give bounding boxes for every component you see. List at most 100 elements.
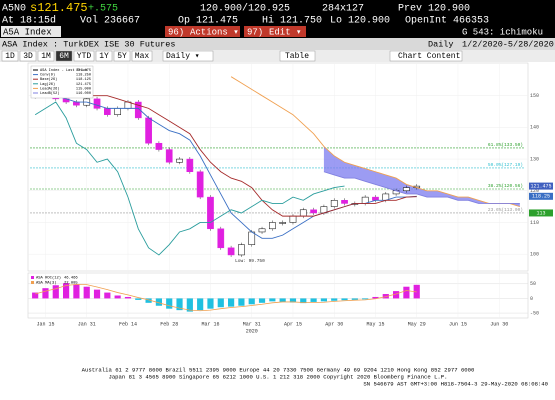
histogram-bar [197,298,204,311]
security-field[interactable] [1,26,61,37]
histogram-bar [289,298,297,303]
fib-label: 38.2%(120.56) [488,183,523,189]
histogram-bar [320,298,327,302]
legend-value: 121.475 [76,69,91,73]
histogram-bar [362,298,369,300]
y-tick-label: 0 [530,296,533,302]
edit-num: 97) [247,27,263,37]
low: Lo 120.900 [330,16,390,27]
candle [279,222,286,224]
security-name: ASA Index : TurkDEX ISE 30 Futures [2,39,175,49]
tab-label: 1D [5,52,15,61]
open: Op 121.475 [178,16,238,27]
chart-content: Chart Content [398,52,460,61]
tab[interactable] [19,50,37,62]
histogram-bar [32,292,39,299]
candle [217,228,225,249]
frequency-dropdown[interactable] [162,50,214,62]
annotation: Low: 99.750 [235,258,265,264]
histogram-bar [114,295,121,299]
prev: Prev 120.900 [398,4,470,15]
footer-line: Japan 81 3 4565 8900 Singapore 65 6212 1… [108,373,447,380]
y-tick-label: 110 [530,220,539,226]
tab[interactable] [131,50,153,62]
candle [299,209,307,217]
histogram-bar [238,298,245,306]
value-box [529,209,553,217]
chart-content-button[interactable] [389,50,463,62]
x-tick-label: Jan 31 [78,321,96,327]
candle [114,108,121,115]
actions-button[interactable] [165,26,240,37]
x-tick-label: May 15 [366,321,384,327]
histogram-bar [331,298,338,301]
histogram-bar [176,298,183,311]
histogram-bar [155,298,162,306]
x-tick-label: Jun 30 [490,321,508,327]
y-tick-label: -50 [530,310,539,316]
histogram-bar [93,289,101,299]
candle [104,108,111,115]
tab[interactable] [55,50,73,62]
tab-label: 6M [59,52,69,61]
legend-label: LeadA(26) [40,86,59,91]
series-line [323,171,520,204]
high: Hi 121.750 [262,15,322,27]
histogram-bar [207,298,214,309]
histogram-bar [382,294,389,299]
x-tick-label: Apr 15 [284,321,302,327]
candle [176,158,183,163]
legend-label: Base(26) [40,77,57,82]
histogram-bar [52,285,59,299]
x-tick-label: May 29 [408,321,426,327]
tab[interactable] [73,50,95,62]
candle [341,200,348,204]
histogram-bar [248,298,255,305]
size: 284x127 [322,4,364,15]
edit-button[interactable] [244,26,306,37]
histogram-bar [83,286,90,299]
y-tick-label: 150 [530,93,539,99]
y-tick-label: 140 [530,125,539,131]
tab[interactable] [1,50,19,62]
histogram-bar [300,298,307,304]
lower-plot-area [27,272,529,319]
candle [73,101,80,106]
actions: Actions ▾ [190,27,239,37]
fib-label: 61.8%(133.50) [488,142,523,148]
x-tick-label: Feb 28 [160,321,178,327]
legend-value: 121.475 [76,83,91,87]
candle [403,187,410,192]
open-interest: OpenInt 466353 [405,16,489,27]
table-button[interactable] [279,50,316,62]
tab-label: Max [135,52,150,61]
period: Daily [428,39,454,49]
legend-value: 116.000 [76,92,91,96]
legend-label: LeadB(52) [40,91,59,96]
indicator-line [35,283,417,312]
x-tick-label: Feb 14 [119,321,137,327]
legend-box [30,65,94,99]
histogram-bar [279,298,286,302]
x-tick-label: Jun 15 [449,321,467,327]
candle [145,117,152,144]
tab[interactable] [113,50,131,62]
histogram-bar [372,296,379,299]
last-price: s121.475 [30,1,88,15]
candle [196,171,204,198]
candle [93,98,101,109]
series-line [34,101,345,256]
histogram-bar [63,283,70,299]
legend-label: ASA Index - Last Price [40,68,87,73]
candle [238,244,245,256]
lower-legend-label: ASA MA(3) [36,281,57,286]
legend-value: 118.125 [76,78,91,82]
legend-label: Lag(26) [40,82,55,87]
tab-label: 1Y [99,52,109,61]
security: A5A Index [3,27,52,37]
tab[interactable] [95,50,113,62]
tab-label: 3D [23,52,33,61]
volume: Vol 236667 [80,15,140,27]
histogram-bar [341,298,348,301]
tab[interactable] [37,50,55,62]
